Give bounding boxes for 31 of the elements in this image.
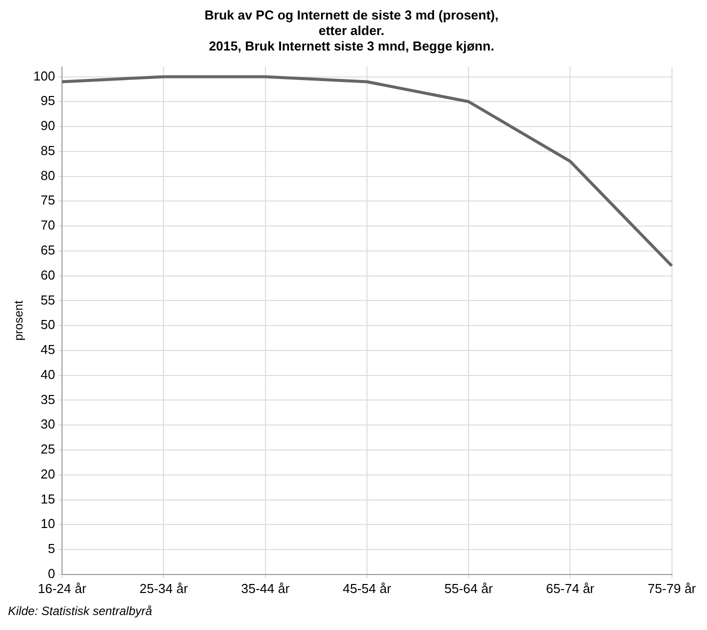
text: Kilde: Statistisk sentralbyrå xyxy=(8,604,154,618)
y-tick-label: 85 xyxy=(40,142,56,158)
y-tick-label: 90 xyxy=(40,118,56,134)
y-tick-label: 50 xyxy=(40,317,56,332)
y-axis-title: prosent xyxy=(12,300,26,341)
y-tick-label: 15 xyxy=(40,491,56,506)
y-tick-label: 100 xyxy=(33,68,56,84)
y-tick-label: 30 xyxy=(40,416,56,432)
chart-title: Bruk av PC og Internett de siste 3 md (prosent), etter alder. 2015, Bruk Internett siste 3 mnd, Begge kjønn. xyxy=(204,7,498,54)
y-tick-label: 55 xyxy=(40,292,56,308)
y-tick-label: 80 xyxy=(40,168,56,183)
x-tick-label: 16-24 år xyxy=(38,580,87,596)
x-tick-label: 35-44 år xyxy=(241,580,290,596)
y-tick-label: 0 xyxy=(48,566,56,581)
x-tick-label: 55-64 år xyxy=(444,580,494,596)
y-tick-label: 20 xyxy=(40,466,56,482)
y-tick-label: 75 xyxy=(40,192,56,208)
y-tick-label: 65 xyxy=(40,242,56,258)
y-tick-label: 60 xyxy=(40,267,56,282)
y-tick-label: 25 xyxy=(40,442,56,457)
x-tick-label: 45-54 år xyxy=(342,580,392,596)
x-tick-label: 65-74 år xyxy=(546,580,596,596)
y-tick-label: 5 xyxy=(48,541,56,556)
x-tick-label: 25-34 år xyxy=(139,580,189,596)
y-tick-label: 40 xyxy=(40,366,56,382)
x-tick-label: 75-79 år xyxy=(648,580,697,596)
y-tick-label: 10 xyxy=(40,516,56,532)
y-tick-label: 35 xyxy=(40,392,56,407)
y-tick-label: 95 xyxy=(40,93,56,108)
y-tick-label: 70 xyxy=(40,218,56,233)
y-tick-label: 45 xyxy=(40,342,56,358)
